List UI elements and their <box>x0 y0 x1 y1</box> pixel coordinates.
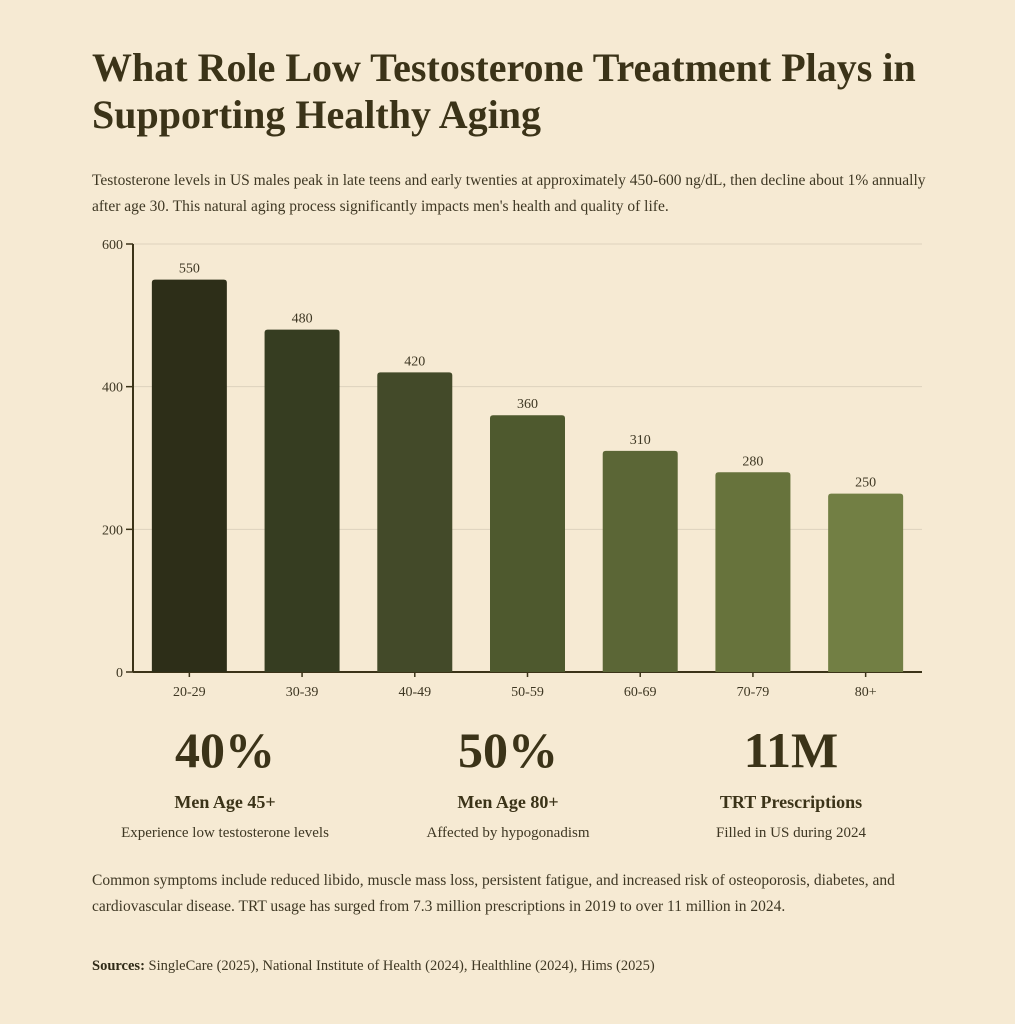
intro-paragraph: Testosterone levels in US males peak in … <box>92 172 926 215</box>
bar <box>602 450 678 672</box>
stats-row: 40% Men Age 45+ Experience low testoster… <box>0 720 1015 860</box>
stat-value: 50% <box>458 722 558 778</box>
bar-value-label: 310 <box>630 433 651 448</box>
bar-value-label: 550 <box>179 262 200 277</box>
bar <box>715 472 791 672</box>
sources-line: Sources: SingleCare (2025), National Ins… <box>92 958 932 975</box>
stat-card: 50% Men Age 80+ Affected by hypogonadism <box>358 720 658 842</box>
x-tick-label: 30-39 <box>286 685 319 700</box>
stat-label: TRT Prescriptions <box>719 792 863 812</box>
x-tick-label: 60-69 <box>624 685 657 700</box>
stat-value: 40% <box>175 722 275 778</box>
stat-description: Affected by hypogonadism <box>426 825 590 841</box>
bar-value-label: 420 <box>404 354 425 369</box>
summary-paragraph: Common symptoms include reduced libido, … <box>92 872 895 915</box>
x-tick-label: 40-49 <box>398 685 431 700</box>
y-tick-label: 600 <box>102 238 123 253</box>
y-tick-label: 200 <box>102 523 123 538</box>
bar <box>264 329 340 672</box>
bar-value-label: 250 <box>855 476 876 491</box>
x-tick-label: 50-59 <box>511 685 544 700</box>
x-tick-label: 70-79 <box>737 685 770 700</box>
bar <box>828 493 904 672</box>
bar <box>490 415 565 672</box>
stat-value: 11M <box>743 722 839 778</box>
bar <box>151 279 227 672</box>
sources-label: Sources: <box>92 958 145 974</box>
bar-value-label: 280 <box>742 454 763 469</box>
bar <box>377 372 453 672</box>
stat-description: Experience low testosterone levels <box>121 825 329 841</box>
bar-chart: 0 200 400 600 550 20-29 480 30-39 420 40-49 360 50-… <box>102 238 922 700</box>
y-tick-label: 400 <box>102 381 123 396</box>
stat-description: Filled in US during 2024 <box>715 825 866 841</box>
y-tick-label: 0 <box>116 666 123 681</box>
x-tick-label: 80+ <box>855 685 877 700</box>
page-title: What Role Low Testosterone Treatment Pla… <box>92 45 916 137</box>
stat-label: Men Age 45+ <box>174 792 276 812</box>
bar-value-label: 360 <box>517 397 538 412</box>
stat-card: 40% Men Age 45+ Experience low testoster… <box>75 720 375 842</box>
x-tick-label: 20-29 <box>173 685 206 700</box>
sources-text: SingleCare (2025), National Institute of… <box>148 958 655 974</box>
stat-label: Men Age 80+ <box>457 792 559 812</box>
stat-card: 11M TRT Prescriptions Filled in US durin… <box>641 720 941 842</box>
bar-value-label: 480 <box>292 312 313 327</box>
